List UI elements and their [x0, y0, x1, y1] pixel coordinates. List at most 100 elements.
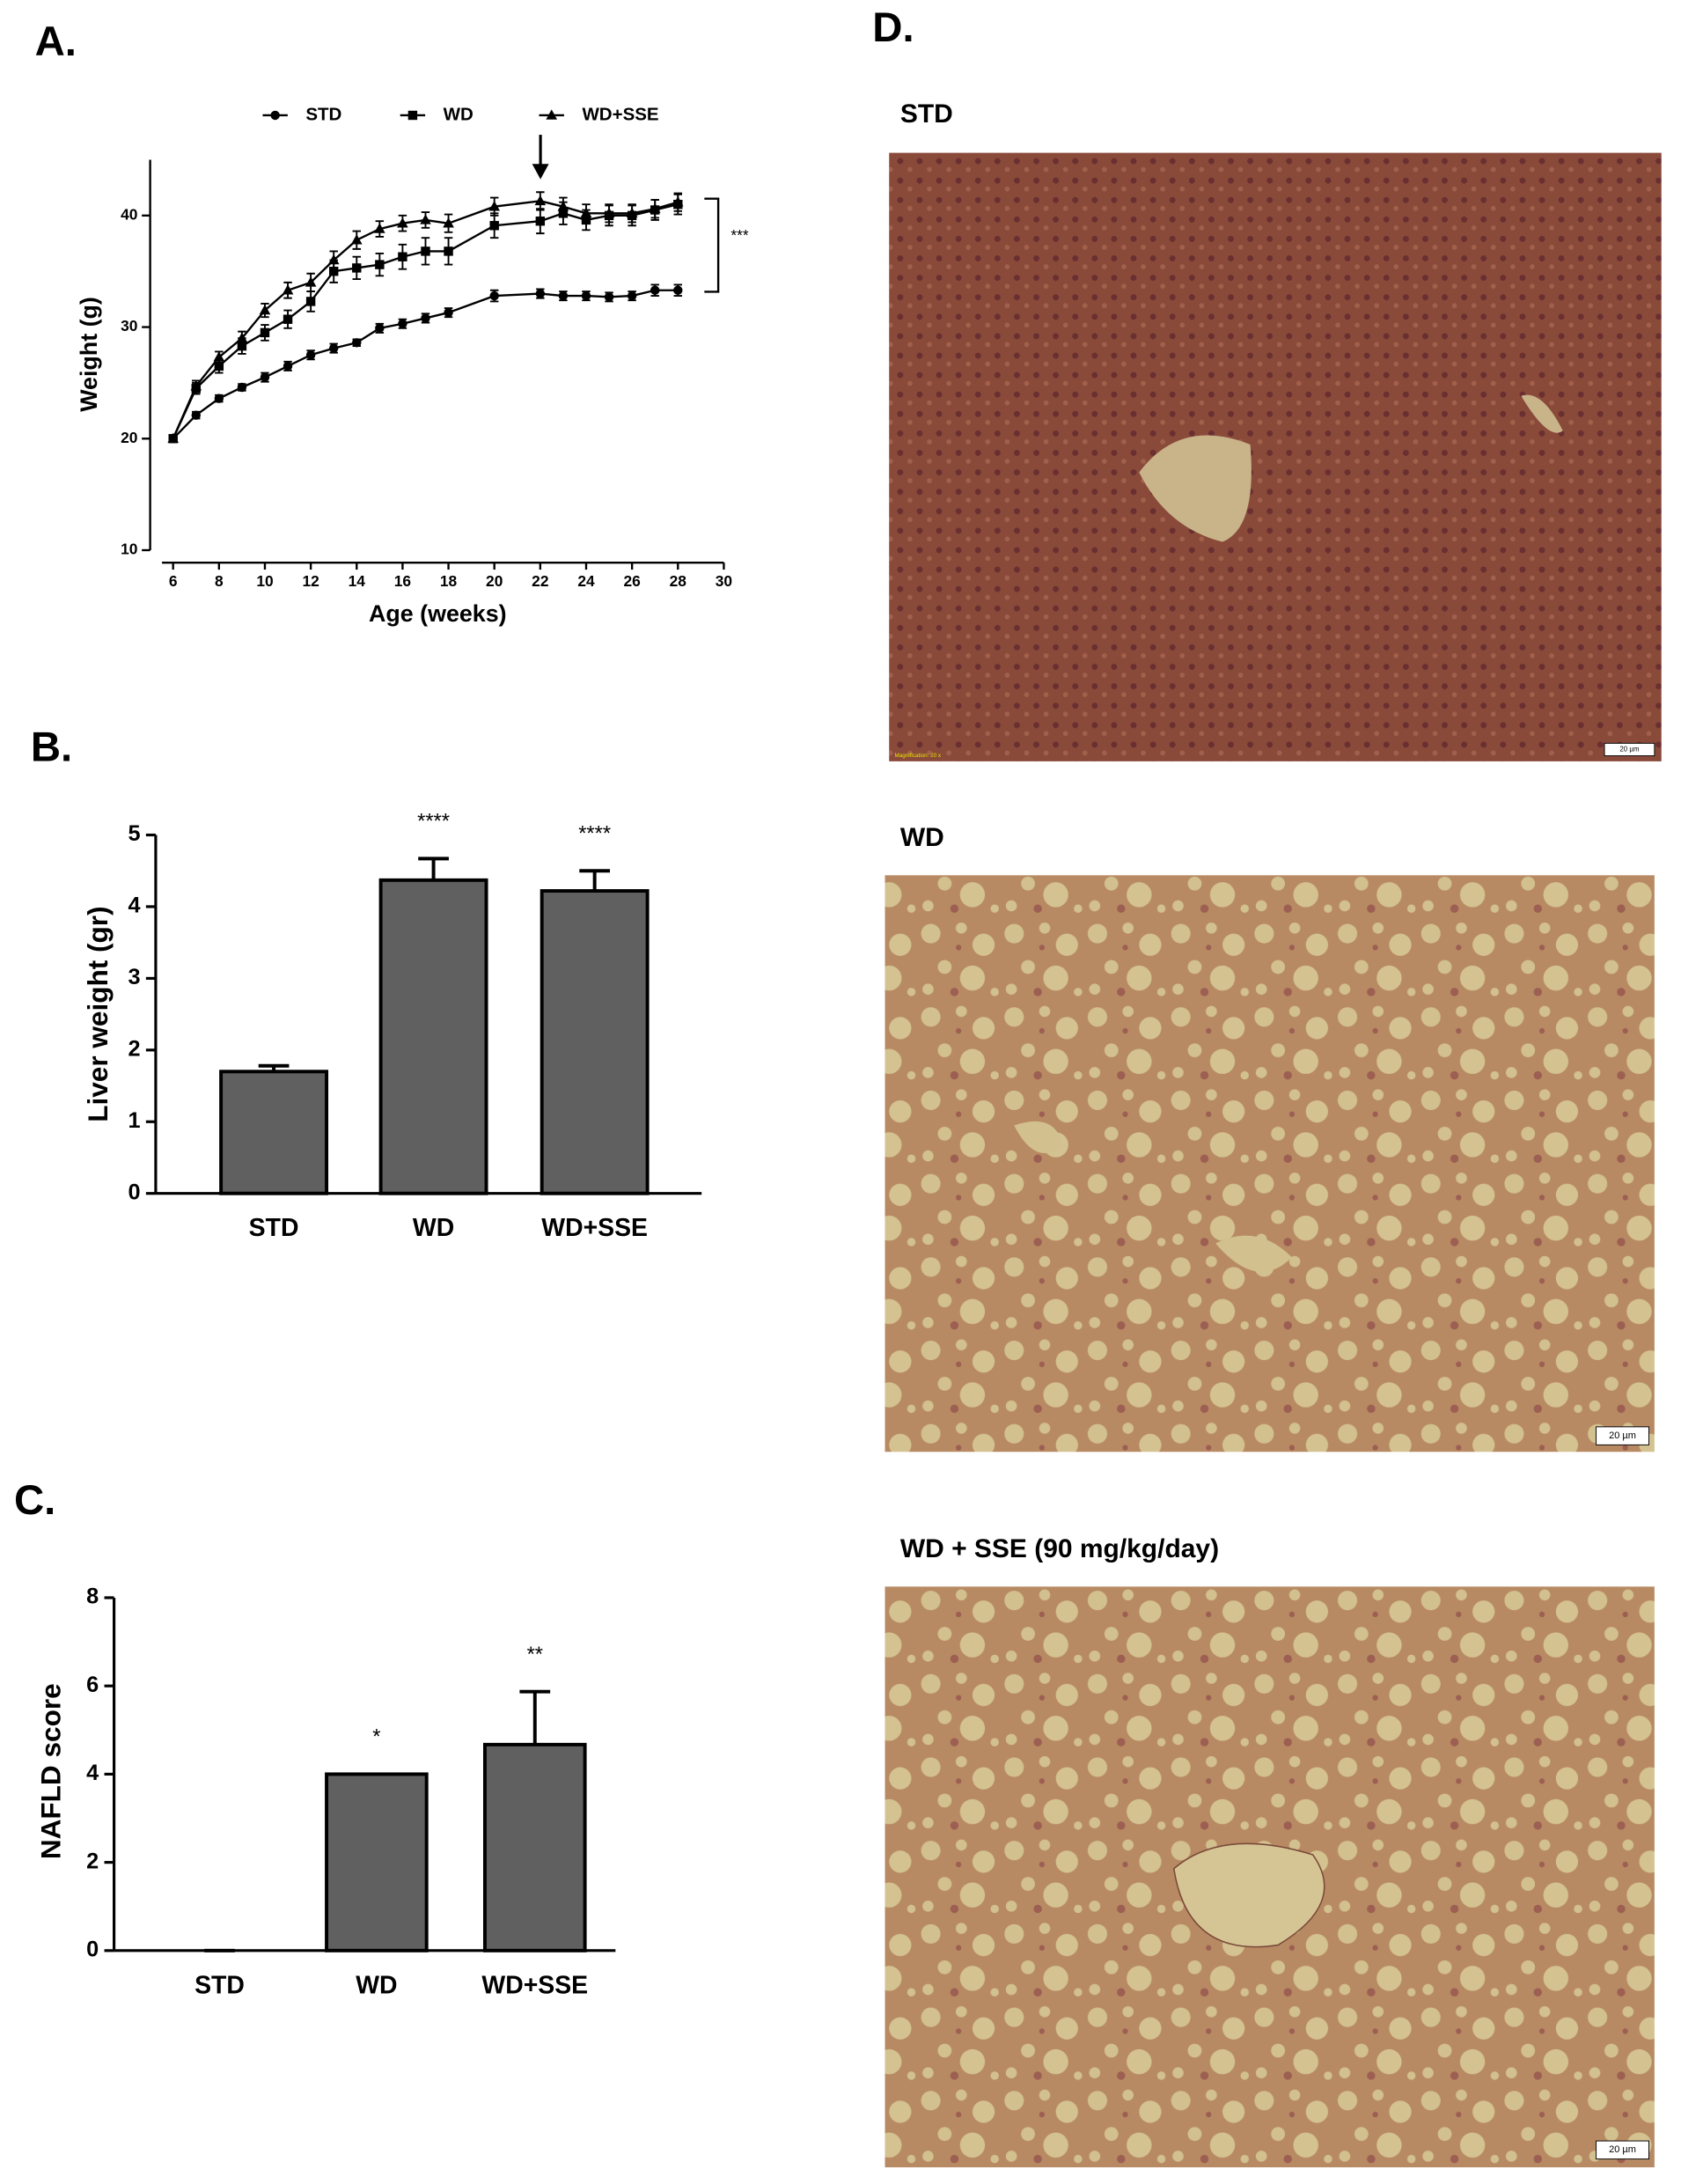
marker	[444, 246, 453, 256]
scale-bar	[1604, 742, 1655, 757]
marker	[672, 196, 684, 207]
scale-bar	[1596, 1426, 1650, 1445]
marker	[558, 290, 569, 301]
marker	[649, 202, 661, 213]
x-tick-label: WD+SSE	[541, 1214, 648, 1242]
error-bar	[418, 857, 449, 880]
x-tick-label: WD	[413, 1214, 454, 1242]
x-tick-label: 24	[577, 572, 595, 590]
y-axis-label: NAFLD score	[34, 1683, 66, 1859]
marker	[375, 260, 385, 269]
y-tick-label: 30	[121, 317, 137, 335]
y-tick-label: 3	[128, 965, 141, 989]
marker	[237, 341, 247, 351]
y-tick-label: 4	[128, 893, 141, 918]
bar	[325, 1772, 429, 1952]
y-axis-label: Weight (g)	[76, 297, 102, 412]
marker	[627, 290, 637, 301]
marker	[604, 292, 614, 302]
scale-bar-label: 20 µm	[1609, 1430, 1636, 1441]
micrograph	[885, 875, 1655, 1452]
bar	[540, 889, 650, 1195]
x-tick-label: 18	[440, 572, 458, 590]
error-bar	[579, 869, 611, 892]
panel-label: D.	[872, 4, 914, 51]
marker	[236, 332, 248, 342]
y-tick-label: 0	[128, 1180, 141, 1204]
marker	[328, 343, 339, 353]
marker	[397, 217, 408, 228]
marker	[489, 221, 499, 231]
y-tick-label: 4	[86, 1761, 99, 1785]
marker	[443, 217, 454, 228]
marker	[557, 201, 569, 211]
marker	[270, 110, 280, 121]
marker	[580, 207, 592, 218]
marker	[260, 327, 270, 338]
significance: **	[527, 1644, 543, 1666]
micrograph-title: WD + SSE (90 mg/kg/day)	[900, 1534, 1219, 1563]
marker	[535, 216, 546, 226]
bar	[219, 1070, 329, 1195]
marker	[350, 234, 363, 245]
marker	[352, 263, 362, 273]
x-tick-label: 8	[215, 572, 224, 590]
marker	[546, 109, 558, 120]
marker	[444, 307, 453, 318]
marker	[305, 350, 316, 360]
bar	[482, 1742, 587, 1952]
scale-bar-label: 20 µm	[1609, 2144, 1636, 2155]
arrow-head	[532, 164, 549, 180]
marker	[398, 319, 407, 328]
x-tick-label: 20	[486, 572, 503, 590]
marker	[673, 285, 683, 295]
significance: ****	[417, 811, 450, 834]
legend-label: WD	[444, 104, 473, 124]
vessel	[1172, 1842, 1325, 1948]
significance: ***	[730, 226, 749, 244]
y-tick-label: 5	[128, 821, 141, 846]
x-tick-label: 26	[623, 572, 641, 590]
panel-label: C.	[14, 1477, 55, 1524]
marker	[214, 361, 224, 371]
marker	[374, 223, 385, 233]
x-tick-label: WD	[356, 1971, 397, 1999]
vessel	[1215, 1235, 1292, 1272]
marker	[650, 285, 660, 295]
y-axis-label: Liver weight (gr)	[82, 906, 114, 1121]
marker	[327, 254, 340, 265]
y-tick-label: 10	[121, 540, 137, 558]
vessel	[1139, 435, 1252, 542]
y-tick-label: 6	[86, 1673, 99, 1697]
scale-bar	[1596, 2140, 1650, 2160]
panel-label: B.	[31, 724, 72, 771]
marker	[603, 207, 615, 218]
x-tick-label: STD	[195, 1971, 245, 1999]
marker	[167, 432, 179, 444]
marker	[375, 323, 385, 334]
marker	[190, 380, 202, 391]
y-tick-label: 2	[86, 1849, 99, 1873]
marker	[534, 195, 547, 206]
marker	[237, 382, 247, 393]
y-tick-label: 40	[121, 205, 137, 223]
marker	[421, 313, 430, 323]
micrograph-title: WD	[900, 823, 944, 852]
significance: ****	[578, 822, 611, 845]
marker	[626, 207, 638, 218]
panel-label: A.	[35, 18, 77, 65]
x-tick-label: STD	[249, 1214, 299, 1242]
marker	[260, 372, 270, 382]
x-tick-label: 16	[394, 572, 412, 590]
x-tick-label: 10	[256, 572, 273, 590]
y-tick-label: 20	[121, 429, 137, 446]
x-tick-label: 12	[302, 572, 319, 590]
magnification: Magnification: 20 x	[895, 753, 942, 759]
x-axis-label: Age (weeks)	[369, 600, 507, 627]
marker	[421, 246, 430, 256]
bar	[378, 878, 488, 1195]
significance: *	[372, 1726, 380, 1749]
marker	[535, 289, 546, 298]
marker	[259, 304, 271, 315]
